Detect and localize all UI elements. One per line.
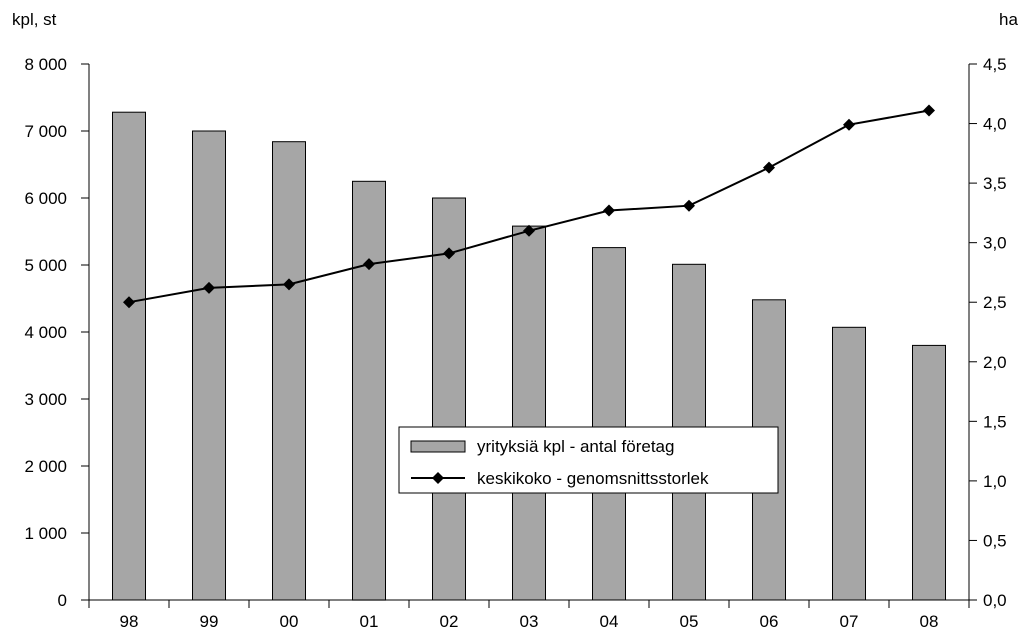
- x-tick-label-98: 98: [120, 612, 139, 631]
- line-marker-06: [763, 161, 775, 174]
- right-tick-label: 4,5: [983, 55, 1007, 74]
- line-marker-05: [683, 199, 695, 212]
- bar-99: [192, 130, 226, 601]
- line-marker-99: [203, 281, 215, 294]
- legend-bar-swatch: [410, 440, 466, 453]
- x-tick-label-08: 08: [920, 612, 939, 631]
- x-tick-label-01: 01: [360, 612, 379, 631]
- line-marker-98: [123, 296, 135, 309]
- left-tick-label: 4 000: [24, 323, 67, 342]
- axes: [81, 63, 977, 608]
- line-series: [123, 104, 935, 309]
- right-tick-label: 2,5: [983, 293, 1007, 312]
- left-tick-label: 0: [58, 591, 67, 610]
- left-tick-label: 7 000: [24, 122, 67, 141]
- left-tick-label: 5 000: [24, 256, 67, 275]
- x-tick-label-05: 05: [680, 612, 699, 631]
- right-tick-label: 0,0: [983, 591, 1007, 610]
- legend: yrityksiä kpl - antal företag keskikoko …: [398, 426, 779, 494]
- x-tick-label-00: 00: [280, 612, 299, 631]
- legend-line-marker: [432, 472, 444, 484]
- right-tick-label: 2,0: [983, 353, 1007, 372]
- bar-03: [512, 225, 546, 601]
- bar-series: [112, 111, 946, 601]
- bar-08: [912, 344, 946, 601]
- legend-bar-label: yrityksiä kpl - antal företag: [477, 437, 674, 456]
- line-marker-04: [603, 204, 615, 217]
- right-tick-label: 4,0: [983, 115, 1007, 134]
- x-tick-label-03: 03: [520, 612, 539, 631]
- legend-box: [398, 426, 779, 494]
- x-tick-label-06: 06: [760, 612, 779, 631]
- line-marker-07: [843, 118, 855, 131]
- line-marker-00: [283, 278, 295, 291]
- line-marker-03: [523, 224, 535, 237]
- left-axis-unit-label: kpl, st: [12, 10, 57, 29]
- x-tick-label-07: 07: [840, 612, 859, 631]
- right-tick-label: 1,5: [983, 412, 1007, 431]
- bar-04: [592, 247, 626, 601]
- left-tick-label: 2 000: [24, 457, 67, 476]
- line-marker-02: [443, 247, 455, 260]
- line-marker-08: [923, 104, 935, 117]
- x-tick-label-04: 04: [600, 612, 619, 631]
- x-tick-label-99: 99: [200, 612, 219, 631]
- right-tick-label: 3,5: [983, 174, 1007, 193]
- x-tick-label-02: 02: [440, 612, 459, 631]
- bar-98: [112, 111, 146, 601]
- bar-01: [352, 180, 386, 601]
- bar-00: [272, 141, 306, 601]
- right-tick-label: 3,0: [983, 234, 1007, 253]
- left-tick-label: 3 000: [24, 390, 67, 409]
- left-tick-label: 8 000: [24, 55, 67, 74]
- left-tick-label: 6 000: [24, 189, 67, 208]
- legend-line-label: keskikoko - genomsnittsstorlek: [477, 469, 709, 488]
- bar-02: [432, 197, 466, 601]
- line-marker-01: [363, 258, 375, 271]
- right-tick-label: 1,0: [983, 472, 1007, 491]
- bar-07: [832, 326, 866, 601]
- right-tick-label: 0,5: [983, 531, 1007, 550]
- right-axis-unit-label: ha: [999, 10, 1018, 29]
- left-tick-label: 1 000: [24, 524, 67, 543]
